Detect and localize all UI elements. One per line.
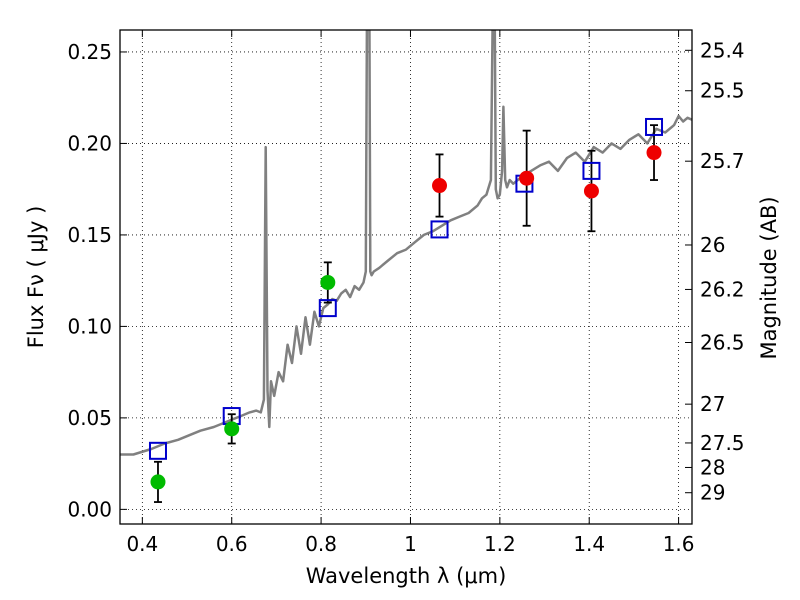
x-tick-label: 0.8: [305, 532, 337, 556]
observed-flux-point: [583, 183, 599, 199]
x-tick-label: 0.6: [216, 532, 248, 556]
y-tick-label: 0.10: [67, 314, 112, 338]
observed-flux-point: [150, 474, 166, 490]
x-axis-label: Wavelength λ (μm): [306, 564, 507, 588]
grid-lines: [120, 30, 692, 524]
y-tick-label: 0.25: [67, 40, 112, 64]
model-photometry-square: [318, 299, 337, 318]
model-photometry-square: [582, 161, 601, 180]
right-tick-label: 25.4: [700, 38, 745, 62]
y-tick-label: 0.15: [67, 223, 112, 247]
observed-flux-point: [519, 170, 535, 186]
right-axis-label: Magnitude (AB): [757, 196, 781, 359]
right-tick-label: 29: [700, 481, 725, 505]
right-tick-label: 28: [700, 455, 725, 479]
model-photometry-square: [430, 220, 449, 239]
observed-flux-point: [646, 145, 662, 161]
y-tick-label: 0.05: [67, 406, 112, 430]
axis-ticks: 0.4 0.6 0.8 1 1.2 1.4 1.6 0.00 0.05 0.10 0.15 0.20 0…: [67, 30, 745, 556]
right-tick-label: 27.5: [700, 431, 745, 455]
right-tick-label: 26.5: [700, 331, 745, 355]
x-tick-label: 1.4: [573, 532, 605, 556]
model-spectrum-line: [120, 30, 692, 456]
right-tick-label: 27: [700, 392, 725, 416]
right-tick-label: 25.7: [700, 149, 745, 173]
y-tick-label: 0.00: [67, 497, 112, 521]
plot-frame: [119, 29, 693, 525]
model-photometry-square: [645, 117, 664, 136]
model-photometry-square: [148, 441, 167, 460]
right-tick-label: 26.2: [700, 277, 745, 301]
observed-flux-point: [320, 274, 336, 290]
observed-flux-point: [224, 421, 240, 437]
observed-flux-point: [432, 178, 448, 194]
x-tick-label: 1: [404, 532, 417, 556]
y-axis-label: Flux Fν ( μJy ): [24, 206, 48, 349]
right-tick-label: 26: [700, 233, 725, 257]
x-tick-label: 1.6: [663, 532, 695, 556]
plot-area: [120, 30, 692, 503]
x-tick-label: 0.4: [126, 532, 158, 556]
right-tick-label: 25.5: [700, 79, 745, 103]
x-tick-label: 1.2: [484, 532, 516, 556]
y-tick-label: 0.20: [67, 131, 112, 155]
